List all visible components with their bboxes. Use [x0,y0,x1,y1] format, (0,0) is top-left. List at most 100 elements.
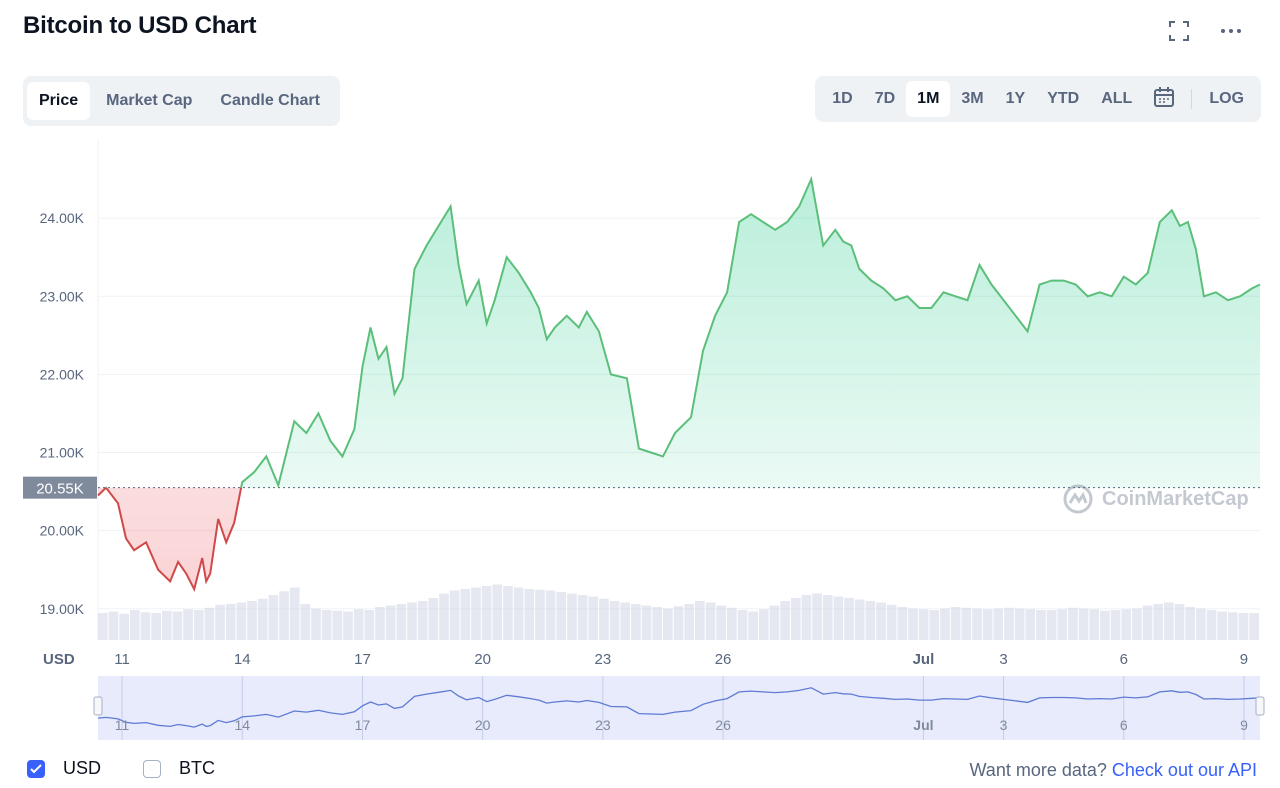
volume-bar [726,607,737,640]
coinmarketcap-logo-icon [1063,484,1093,514]
volume-bar [854,599,865,640]
navigator-handle-left[interactable] [93,696,103,716]
range-ytd[interactable]: YTD [1047,90,1080,107]
volume-bar [588,596,599,640]
volume-bar [1110,610,1121,640]
x-tick-label: 9 [1240,651,1248,668]
volume-bar [343,611,353,640]
volume-bar [161,610,172,640]
volume-bar [844,598,854,640]
more-icon[interactable] [1220,20,1242,48]
volume-bar [1014,608,1025,640]
volume-bar [886,604,897,640]
y-tick-label: 24.00K [40,210,85,226]
volume-bar [193,610,204,640]
x-tick-label: 26 [715,651,732,668]
volume-bar [1025,609,1036,640]
volume-bar [119,613,129,640]
btc-checkbox[interactable] [143,759,162,778]
volume-bar [950,607,961,640]
navigator-range[interactable] [98,676,1260,740]
log-toggle[interactable]: LOG [1209,90,1244,107]
volume-bar [1057,609,1068,640]
navigator-tick-label: 20 [475,717,491,733]
volume-bar [1153,604,1164,640]
navigator-tick-label: 23 [595,717,611,733]
price-line-above-baseline [104,175,1261,488]
y-tick-label: 21.00K [40,445,85,461]
volume-bar [620,602,631,640]
time-range-selector: 1D 7D 1M 3M 1Y YTD ALL LOG [815,76,1261,122]
x-tick-label: 14 [234,651,251,668]
tab-market-cap[interactable]: Market Cap [106,92,193,109]
range-7d[interactable]: 7D [874,90,896,107]
volume-bar [428,598,439,640]
check-icon [30,763,42,773]
volume-bar [300,604,311,640]
tab-price[interactable]: Price [27,82,91,120]
range-all[interactable]: ALL [1101,90,1133,107]
range-separator [1191,89,1193,109]
api-link[interactable]: Check out our API [1111,760,1257,780]
volume-bar [737,610,748,640]
range-3m[interactable]: 3M [961,90,984,107]
volume-bar [492,584,503,640]
volume-bar [257,598,268,640]
range-1m[interactable]: 1M [906,81,951,117]
volume-bar [780,601,790,640]
navigator-handle-right[interactable] [1255,696,1265,716]
volume-bar [1121,609,1132,640]
navigator-tick-label: 14 [234,717,250,733]
volume-bar [769,605,780,640]
volume-bar [982,609,993,640]
navigator-tick-label: 17 [355,717,371,733]
x-tick-label: Jul [913,651,935,668]
volume-bar [1206,610,1217,640]
volume-bar [556,592,567,640]
volume-bar [1174,604,1185,640]
volume-bar [1100,610,1110,640]
navigator-tick-label: 6 [1120,717,1128,733]
volume-bar [1036,610,1046,640]
api-promo: Want more data? Check out our API [969,760,1257,781]
calendar-icon[interactable] [1143,80,1185,119]
volume-bar [204,607,215,640]
volume-bar [1132,608,1142,640]
fullscreen-icon[interactable] [1168,20,1190,48]
volume-bar [375,607,385,640]
volume-bar [940,608,950,640]
volume-bar [1046,610,1057,640]
volume-bar [503,586,513,640]
tab-candle-chart[interactable]: Candle Chart [220,92,320,109]
volume-bar [311,608,321,640]
volume-bar [1228,612,1238,640]
volume-bar [321,610,332,640]
volume-bar [599,598,609,640]
volume-bar [908,608,918,640]
volume-bar [609,601,620,640]
usd-checkbox[interactable] [27,759,45,778]
volume-bar [822,595,833,640]
volume-bar [673,606,684,640]
volume-bar [98,613,108,640]
usd-label: USD [63,758,102,778]
volume-bar [972,608,982,640]
volume-bar [833,596,844,640]
volume-bar [1196,608,1206,640]
volume-bar [1078,608,1089,640]
navigator-tick-label: Jul [913,717,933,733]
volume-bar [385,605,396,640]
x-tick-label: 20 [474,651,491,668]
x-tick-label: 11 [114,651,130,668]
volume-bar [684,604,694,640]
volume-bar [663,608,673,640]
range-1y[interactable]: 1Y [1005,90,1026,107]
range-1d[interactable]: 1D [832,90,853,107]
volume-bar [897,607,908,640]
volume-bar [225,604,236,640]
chart-type-tabs: Price Market Cap Candle Chart [23,76,340,126]
volume-bar [439,593,449,640]
volume-bar [268,595,279,640]
volume-bar [215,604,225,640]
